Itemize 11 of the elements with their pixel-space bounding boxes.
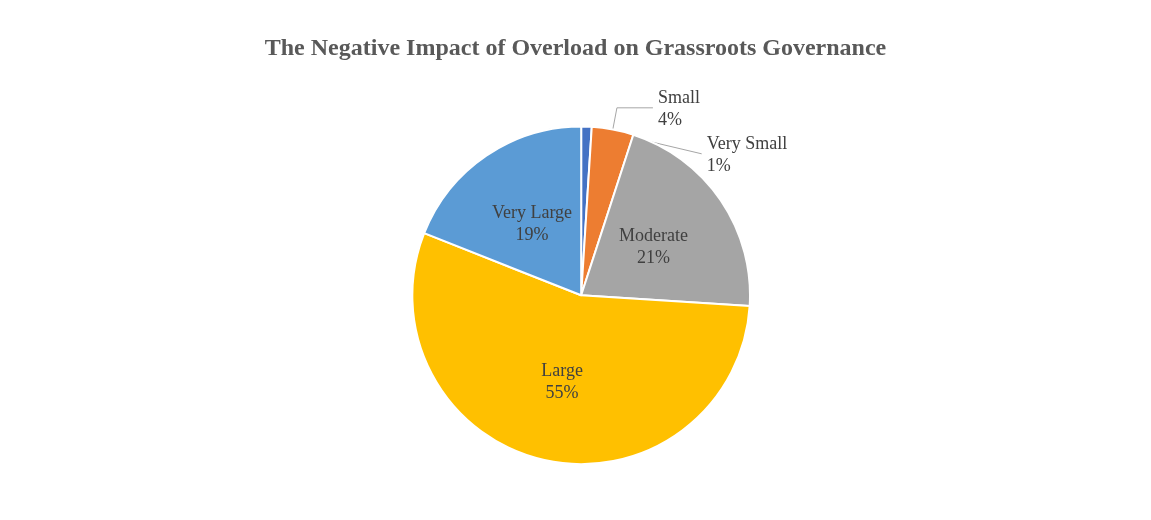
slice-label: Large	[541, 359, 583, 380]
slice-label: Very Large	[491, 201, 573, 222]
data-label: 21%	[636, 247, 670, 268]
slice-label: Small	[657, 86, 700, 107]
slice-label: Very Small	[706, 132, 788, 153]
data-label: 4%	[657, 108, 682, 129]
data-label: 1%	[706, 154, 731, 175]
data-label: 55%	[545, 381, 579, 402]
chart-title: The Negative Impact of Overload on Grassroots Governance	[264, 34, 887, 60]
data-label: 19%	[515, 223, 549, 244]
slice-label: Moderate	[618, 225, 688, 246]
